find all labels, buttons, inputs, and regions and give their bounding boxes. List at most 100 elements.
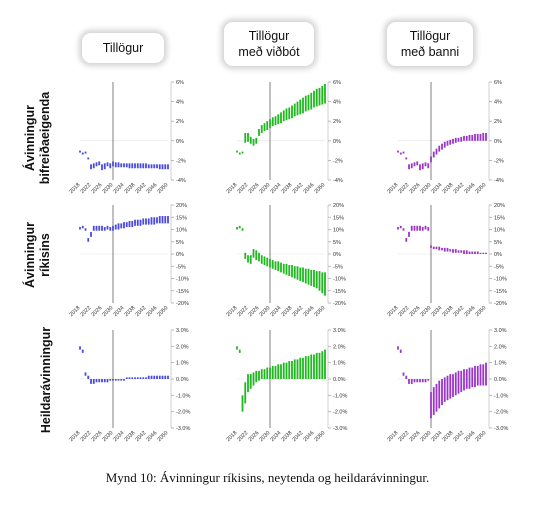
bar-2036 [128,377,131,379]
bar-2024 [252,249,255,258]
bar-2040 [139,219,142,226]
y-tick-label: 10% [494,228,505,234]
bar-2030 [430,245,432,248]
x-tick-label: 2042 [453,430,466,443]
bar-2029 [109,163,112,169]
bar-2036 [446,375,449,401]
x-tick-label: 2030 [420,182,433,195]
bar-2038 [452,138,454,144]
bar-2036 [446,140,449,146]
bar-2023 [410,379,413,384]
bar-2036 [128,220,131,228]
x-tick-label: 2018 [226,182,239,195]
x-tick-label: 2022 [398,182,411,195]
x-tick-label: 2042 [292,305,305,318]
bar-2031 [271,365,274,379]
bar-2032 [435,246,438,250]
y-tick-label: 0.0% [176,377,189,383]
y-tick-label: -4% [333,178,343,184]
bar-2042 [145,163,147,169]
bar-2022 [247,374,249,393]
bar-2041 [299,267,302,281]
bar-2023 [92,225,95,231]
bar-2020 [241,395,244,412]
bar-2020 [402,372,405,376]
bar-2029 [109,379,112,381]
bar-2026 [258,252,260,262]
bar-2048 [318,352,321,379]
panel-r2-c2: 3.0%2.0%1.0%0.0%-1.0%-2.0%-3.0%201820222… [387,328,509,443]
bar-2025 [98,225,101,231]
bar-2050 [485,362,487,386]
bar-2020 [241,151,244,154]
bar-2038 [291,105,293,119]
bar-2039 [136,377,139,379]
x-tick-label: 2050 [157,305,170,318]
bar-2020 [241,228,244,231]
y-tick-label: -1.0% [494,393,508,399]
y-tick-label: -15% [494,289,507,295]
bar-2022 [247,132,249,142]
y-tick-label: 0.0% [494,377,507,383]
bar-2038 [291,361,293,379]
y-tick-label: 2% [176,119,184,125]
x-tick-label: 2046 [303,305,316,318]
bar-2027 [103,227,106,231]
bar-2050 [485,132,487,141]
bar-2033 [277,261,280,272]
bar-2045 [153,164,156,169]
bar-2049 [482,364,485,386]
bar-2031 [114,224,117,230]
x-tick-label: 2022 [237,430,250,443]
panel-r2-c0: 3.0%2.0%1.0%0.0%-1.0%-2.0%-3.0%201820222… [69,328,191,443]
x-tick-label: 2042 [292,430,305,443]
bar-2021 [87,375,90,379]
bar-2025 [98,161,101,166]
bar-2024 [95,162,98,167]
chart-grid: 6%4%2%0%-2%-4%20182022202620302034203820… [69,80,509,443]
bar-2025 [416,161,419,166]
bar-2047 [158,375,161,379]
bar-2028 [424,379,427,383]
x-tick-label: 2026 [409,305,422,318]
bar-2033 [120,163,123,168]
panel-r0-c0: 6%4%2%0%-2%-4%20182022202620302034203820… [69,80,186,195]
bar-2035 [443,247,446,252]
bar-2020 [84,228,87,231]
bar-2034 [441,379,443,406]
bar-2041 [142,377,145,379]
bar-2028 [263,369,266,379]
bar-2032 [274,261,277,270]
bar-2029 [427,163,430,169]
bar-2018 [236,346,238,350]
x-tick-label: 2018 [69,305,82,318]
bar-2047 [315,352,318,379]
x-tick-label: 2042 [292,182,305,195]
x-tick-label: 2026 [248,182,261,195]
bar-2032 [117,223,120,230]
bar-2040 [139,163,142,169]
bar-2047 [315,271,318,289]
bar-2022 [90,379,92,384]
bar-2049 [482,132,485,141]
bar-2030 [269,258,271,268]
bar-2042 [302,267,304,283]
bar-2043 [147,218,150,225]
y-tick-label: -5% [494,264,504,270]
bar-2049 [164,164,167,170]
panel-r1-c1: 20% 15% 10% 5% 0% -5% -10% -15% -20% 201820222026… [226,203,346,318]
bar-2032 [274,116,277,126]
bar-2029 [266,121,269,131]
x-tick-label: 2050 [475,430,488,443]
bar-2018 [79,346,81,350]
y-tick-label: 20% [333,203,344,209]
bar-2033 [438,380,441,409]
bar-2036 [285,362,288,379]
y-tick-label: -3.0% [176,426,190,432]
y-tick-label: -5% [176,264,186,270]
bar-2031 [432,246,435,250]
bar-2039 [136,219,139,226]
bar-2037 [449,374,452,399]
y-tick-label: 20% [176,203,187,209]
bar-2045 [310,269,313,286]
